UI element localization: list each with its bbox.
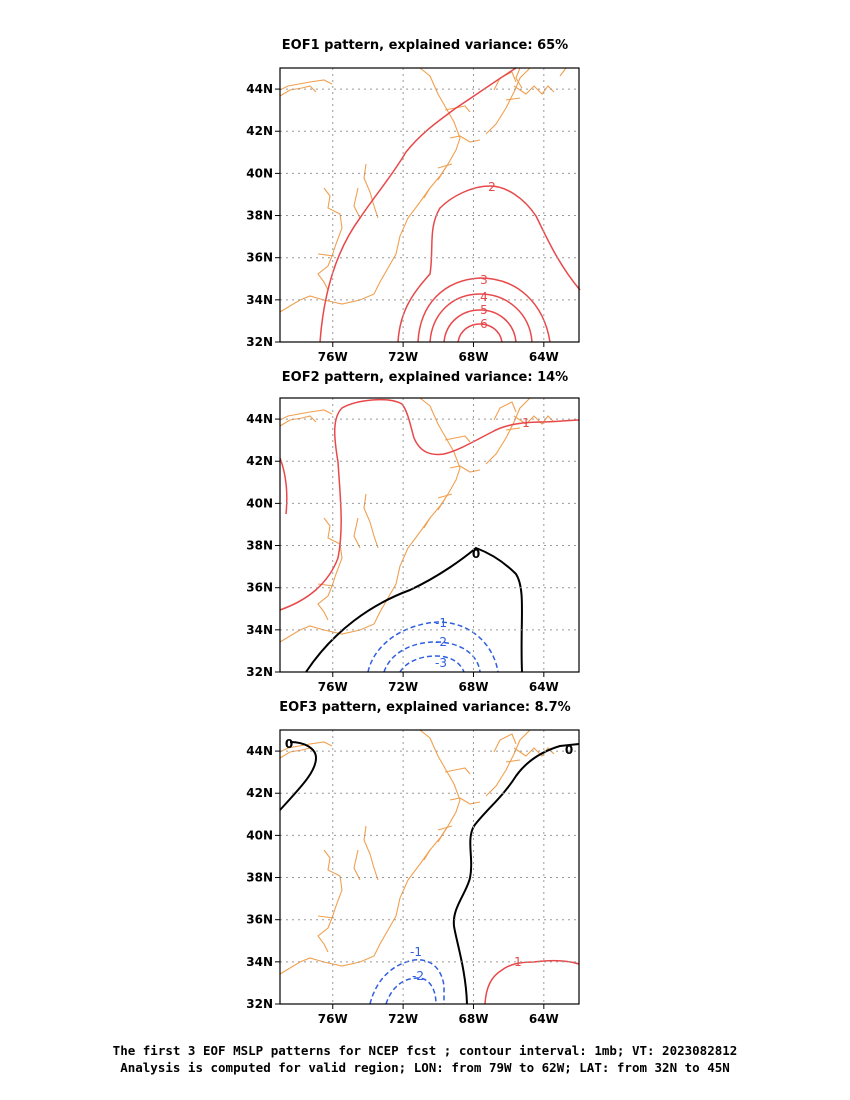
x-tick-label: 72W — [388, 1012, 418, 1026]
y-tick-label: 42N — [246, 124, 273, 138]
y-tick-label: 44N — [246, 82, 273, 96]
contour-label: 3 — [480, 273, 488, 287]
contour-label: 5 — [480, 303, 488, 317]
x-tick-label: 68W — [459, 680, 489, 694]
plot-frame — [279, 67, 580, 343]
coastline — [279, 397, 555, 643]
x-tick-label: 68W — [459, 1012, 489, 1026]
panel-title: EOF2 pattern, explained variance: 14% — [282, 370, 568, 385]
contour-label: -1 — [410, 945, 422, 959]
y-tick-label: 42N — [246, 454, 273, 468]
y-tick-label: 40N — [246, 496, 273, 510]
x-tick-label: 64W — [529, 1012, 559, 1026]
caption-line-1: The first 3 EOF MSLP patterns for NCEP f… — [112, 1043, 738, 1058]
contours — [279, 398, 580, 673]
y-tick-label: 40N — [246, 828, 273, 842]
grid — [280, 730, 579, 1004]
map-content — [279, 729, 580, 1005]
panel-eof2: EOF2 pattern, explained variance: 14% — [246, 370, 580, 694]
plot-frame — [279, 729, 580, 1005]
contour-label: 0 — [285, 737, 293, 751]
y-tick-label: 44N — [246, 744, 273, 758]
y-tick-label: 40N — [246, 166, 273, 180]
contours — [319, 67, 581, 343]
y-tick-label: 34N — [246, 955, 273, 969]
contour-labels: 0 0 1 -1 -2 — [285, 737, 573, 983]
eof-figure: EOF1 pattern, explained variance: 65% — [246, 38, 581, 1026]
caption-line-2: Analysis is computed for valid region; L… — [120, 1060, 730, 1075]
coastline — [279, 67, 567, 313]
grid — [280, 68, 579, 342]
contour-label: -2 — [412, 969, 424, 983]
map-content — [279, 397, 580, 673]
contour-label: 1 — [522, 416, 530, 430]
contour-label: 0 — [565, 743, 573, 757]
y-tick-label: 38N — [246, 871, 273, 885]
grid — [280, 398, 579, 672]
x-tick-label: 76W — [318, 1012, 348, 1026]
contour-label: -1 — [435, 616, 447, 630]
y-tick-label: 36N — [246, 581, 273, 595]
y-tick-label: 36N — [246, 251, 273, 265]
x-tick-label: 64W — [529, 350, 559, 364]
plot-frame — [279, 397, 580, 673]
x-tick-label: 76W — [318, 680, 348, 694]
y-tick-label: 36N — [246, 913, 273, 927]
y-tick-label: 34N — [246, 623, 273, 637]
y-tick-label: 42N — [246, 786, 273, 800]
contour-label: 4 — [480, 290, 488, 304]
y-tick-label: 44N — [246, 412, 273, 426]
contour-label: -2 — [435, 635, 447, 649]
contour-label: 2 — [488, 180, 496, 194]
x-tick-label: 64W — [529, 680, 559, 694]
panel-eof3: EOF3 pattern, explained variance: 8.7% — [246, 700, 580, 1026]
contour-label: -3 — [435, 656, 447, 670]
y-tick-label: 32N — [246, 997, 273, 1011]
panel-title: EOF1 pattern, explained variance: 65% — [282, 38, 568, 53]
contour-labels: 2 3 4 5 6 — [480, 180, 496, 331]
contour-label: 6 — [480, 317, 488, 331]
contours — [279, 741, 580, 1005]
y-tick-label: 38N — [246, 209, 273, 223]
panel-eof1: EOF1 pattern, explained variance: 65% — [246, 38, 581, 364]
x-tick-label: 72W — [388, 680, 418, 694]
y-tick-label: 38N — [246, 539, 273, 553]
coastline — [279, 729, 555, 975]
panel-title: EOF3 pattern, explained variance: 8.7% — [279, 700, 570, 715]
contour-labels: 1 0 -1 -2 -3 — [435, 416, 530, 670]
x-tick-label: 68W — [459, 350, 489, 364]
contour-label: 1 — [514, 955, 522, 969]
x-tick-label: 76W — [318, 350, 348, 364]
y-tick-label: 32N — [246, 665, 273, 679]
map-content — [279, 67, 581, 343]
contour-label: 0 — [472, 547, 480, 561]
y-tick-label: 34N — [246, 293, 273, 307]
x-tick-label: 72W — [388, 350, 418, 364]
y-tick-label: 32N — [246, 335, 273, 349]
